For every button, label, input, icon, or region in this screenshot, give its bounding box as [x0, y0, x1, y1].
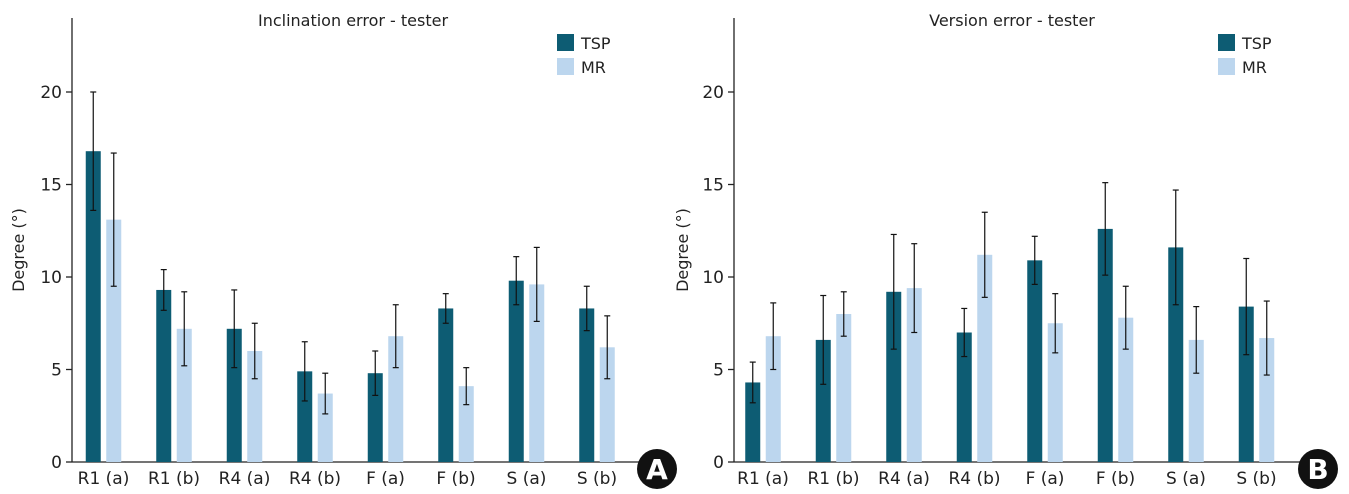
bar-tsp: [1097, 228, 1113, 462]
chart-panel-b: 0 5 10 15 20 Degree (°) Version error - tester…: [673, 11, 1338, 489]
category-label: F (a): [366, 469, 405, 489]
legend-label-tsp: TSP: [580, 34, 611, 53]
bar-tsp: [438, 308, 454, 462]
category-label: R1 (b): [807, 469, 859, 489]
bar-mr: [388, 336, 404, 462]
panel-badge-label: B: [1307, 453, 1328, 486]
bar-mr: [1259, 338, 1275, 462]
legend-swatch-tsp: [557, 34, 574, 51]
category-label: R1 (a): [78, 469, 130, 489]
category-label: R4 (a): [219, 469, 271, 489]
bar-tsp: [815, 339, 831, 462]
y-tick-label: 15: [40, 176, 62, 196]
bar-mr: [176, 328, 192, 462]
panel-badge: [1298, 449, 1338, 489]
y-tick-label: 5: [713, 361, 724, 381]
category-label: S (b): [577, 469, 617, 489]
legend-label-tsp: TSP: [1241, 34, 1272, 53]
bar-mr: [1047, 323, 1063, 462]
legend-label-mr: MR: [581, 58, 606, 77]
y-tick-label: 20: [702, 83, 724, 103]
y-tick-label: 20: [40, 83, 62, 103]
bar-mr: [247, 351, 263, 462]
bar-tsp: [156, 289, 172, 462]
bar-tsp: [367, 373, 383, 462]
bar-tsp: [956, 332, 972, 462]
y-axis-label: Degree (°): [673, 208, 692, 292]
bar-mr: [317, 393, 333, 462]
bar-tsp: [745, 382, 761, 462]
chart-title: Version error - tester: [929, 11, 1095, 30]
bar-mr: [977, 254, 993, 462]
bar-mr: [1188, 339, 1204, 462]
bar-mr: [1118, 317, 1134, 462]
bar-tsp: [1027, 260, 1043, 462]
bar-mr: [765, 336, 781, 462]
bar-tsp: [85, 151, 101, 462]
panel-badge: [637, 449, 677, 489]
legend-swatch-tsp: [1218, 34, 1235, 51]
bar-tsp: [508, 280, 524, 462]
category-label: R4 (b): [289, 469, 341, 489]
category-label: S (a): [507, 469, 547, 489]
chart-panel-a: 0 5 10 15 20 Degree (°) Inclination error - te…: [9, 11, 677, 489]
legend-swatch-mr: [557, 58, 574, 75]
bar-tsp: [886, 291, 902, 462]
category-label: F (a): [1026, 469, 1065, 489]
bar-mr: [106, 219, 122, 462]
legend-label-mr: MR: [1242, 58, 1267, 77]
category-label: R4 (a): [878, 469, 930, 489]
legend-swatch-mr: [1218, 58, 1235, 75]
bar-tsp: [1238, 306, 1254, 462]
y-tick-label: 0: [51, 453, 62, 473]
bar-tsp: [1168, 247, 1184, 462]
chart-title: Inclination error - tester: [258, 11, 448, 30]
bar-mr: [529, 284, 545, 462]
category-label: R1 (b): [148, 469, 200, 489]
category-label: R4 (b): [948, 469, 1000, 489]
y-tick-label: 15: [702, 176, 724, 196]
y-tick-label: 10: [40, 268, 62, 288]
bar-mr: [599, 347, 615, 462]
bar-mr: [836, 314, 852, 462]
panel-badge-label: A: [646, 453, 668, 486]
y-axis-label: Degree (°): [9, 208, 28, 292]
bar-tsp: [579, 308, 595, 462]
bar-mr: [458, 386, 474, 462]
y-tick-label: 0: [713, 453, 724, 473]
bar-mr: [906, 288, 922, 462]
category-label: R1 (a): [737, 469, 789, 489]
bar-tsp: [226, 328, 242, 462]
y-tick-label: 5: [51, 361, 62, 381]
category-label: S (b): [1236, 469, 1276, 489]
category-label: F (b): [436, 469, 475, 489]
bar-tsp: [297, 371, 313, 462]
category-label: F (b): [1096, 469, 1135, 489]
y-tick-label: 10: [702, 268, 724, 288]
category-label: S (a): [1166, 469, 1206, 489]
